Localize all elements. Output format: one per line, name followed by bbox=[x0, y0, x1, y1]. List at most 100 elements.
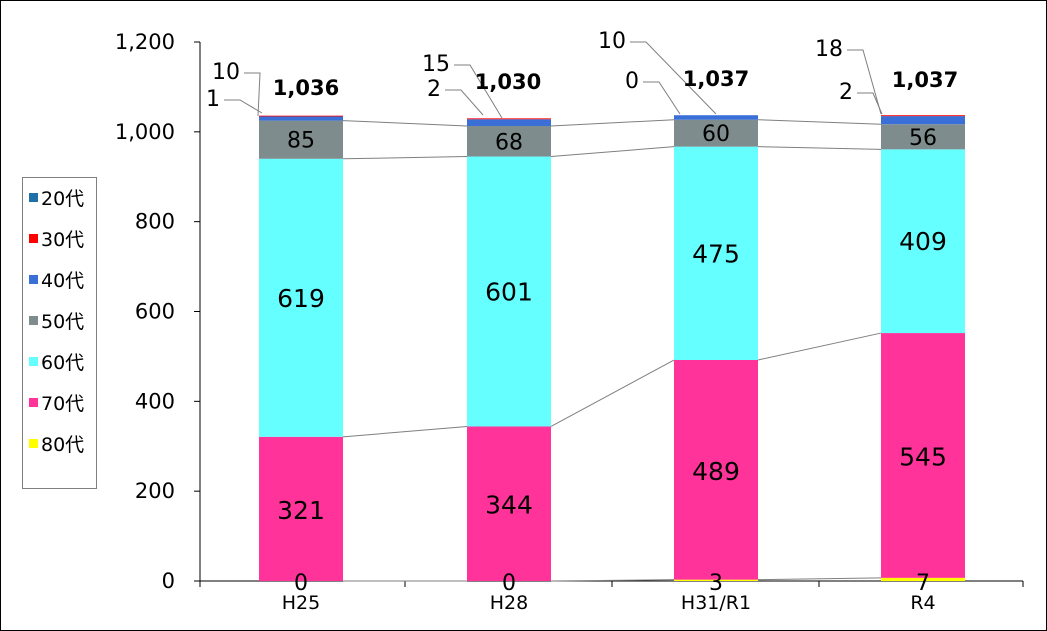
data-label: 1 bbox=[206, 87, 220, 112]
bar-segment bbox=[881, 115, 965, 117]
leader-line bbox=[224, 99, 263, 114]
series-line bbox=[757, 146, 882, 150]
data-label: 619 bbox=[277, 284, 325, 313]
total-label: 1,037 bbox=[683, 67, 749, 91]
data-label: 7 bbox=[916, 571, 930, 596]
x-tick-label: R4 bbox=[910, 592, 935, 614]
legend-item: 70代 bbox=[29, 389, 84, 415]
x-tick-label: H25 bbox=[282, 592, 320, 614]
data-label: 0 bbox=[294, 571, 308, 596]
total-label: 1,030 bbox=[475, 70, 541, 94]
x-tick-label: H31/R1 bbox=[681, 592, 751, 614]
legend-swatch bbox=[29, 356, 38, 366]
legend-label: 80代 bbox=[41, 433, 85, 456]
data-label: 2 bbox=[839, 80, 853, 105]
legend-label: 70代 bbox=[41, 392, 85, 415]
data-label: 18 bbox=[815, 37, 843, 62]
bar-segment bbox=[259, 120, 343, 159]
y-tick-label: 400 bbox=[135, 389, 175, 413]
leader-line bbox=[857, 92, 883, 115]
series-line bbox=[757, 332, 882, 361]
legend-swatch bbox=[29, 274, 38, 284]
bar-segment bbox=[674, 360, 758, 580]
legend-item: 80代 bbox=[29, 430, 84, 456]
data-label: 475 bbox=[692, 239, 740, 268]
legend-label: 30代 bbox=[41, 228, 85, 251]
bar-segment bbox=[881, 116, 965, 125]
series-line bbox=[550, 579, 675, 582]
legend-swatch bbox=[29, 315, 38, 325]
legend-item: 40代 bbox=[29, 266, 84, 292]
legend: 20代 30代 40代 50代 60代 70代 80代 bbox=[22, 177, 97, 489]
bar-segment bbox=[881, 124, 965, 150]
legend-swatch bbox=[29, 192, 38, 202]
leader-line bbox=[445, 89, 484, 116]
series-line bbox=[342, 156, 468, 160]
series-line bbox=[342, 425, 468, 438]
legend-label: 20代 bbox=[41, 187, 85, 210]
data-label: 2 bbox=[427, 77, 441, 102]
total-label: 1,036 bbox=[273, 76, 339, 100]
bar-segment bbox=[259, 436, 343, 581]
data-label: 321 bbox=[277, 496, 325, 525]
legend-label: 50代 bbox=[41, 310, 85, 333]
legend-swatch bbox=[29, 397, 38, 407]
legend-item: 50代 bbox=[29, 307, 84, 333]
y-tick-label: 0 bbox=[162, 569, 175, 593]
x-tick-label: H28 bbox=[490, 592, 528, 614]
series-line bbox=[757, 577, 882, 581]
data-label: 10 bbox=[598, 29, 626, 54]
data-label: 489 bbox=[692, 457, 740, 486]
data-label: 545 bbox=[899, 442, 947, 471]
legend-item: 60代 bbox=[29, 348, 84, 374]
y-tick-label: 800 bbox=[135, 210, 175, 234]
data-label: 601 bbox=[485, 278, 533, 307]
leader-line bbox=[454, 64, 503, 119]
bar-segment bbox=[259, 115, 343, 117]
data-label: 68 bbox=[495, 130, 523, 155]
bar-segment bbox=[881, 577, 965, 581]
series-line bbox=[550, 359, 675, 427]
bar-segment bbox=[674, 119, 758, 147]
data-label: 0 bbox=[502, 571, 516, 596]
bar-segment bbox=[467, 119, 551, 126]
series-line bbox=[342, 120, 468, 127]
bar-segment bbox=[467, 156, 551, 427]
leader-line bbox=[847, 49, 882, 115]
bar-segment bbox=[259, 116, 343, 121]
leader-line bbox=[630, 41, 717, 115]
legend-label: 40代 bbox=[41, 269, 85, 292]
y-tick-label: 600 bbox=[135, 300, 175, 324]
total-label: 1,037 bbox=[892, 68, 958, 92]
series-line bbox=[550, 146, 675, 158]
y-tick-label: 200 bbox=[135, 479, 175, 503]
legend-swatch bbox=[29, 438, 38, 448]
bar-segment bbox=[674, 579, 758, 581]
data-label: 15 bbox=[422, 52, 450, 77]
bar-segment bbox=[467, 426, 551, 581]
data-label: 344 bbox=[485, 491, 533, 520]
leader-line bbox=[244, 72, 261, 117]
y-tick-label: 1,200 bbox=[115, 30, 175, 54]
bar-segment bbox=[881, 149, 965, 334]
bar-segment bbox=[467, 125, 551, 157]
data-label: 60 bbox=[702, 122, 730, 147]
legend-label: 60代 bbox=[41, 351, 85, 374]
bar-segment bbox=[467, 118, 551, 120]
bar-segment bbox=[259, 158, 343, 437]
data-label: 3 bbox=[709, 571, 723, 596]
bar-segment bbox=[674, 146, 758, 361]
y-tick-label: 1,000 bbox=[115, 120, 175, 144]
data-label: 409 bbox=[899, 227, 947, 256]
series-line bbox=[550, 119, 675, 127]
data-label: 0 bbox=[625, 69, 639, 94]
legend-item: 30代 bbox=[29, 225, 84, 251]
data-label: 10 bbox=[212, 60, 240, 85]
series-line bbox=[757, 119, 882, 125]
bar-segment bbox=[881, 333, 965, 578]
data-label: 85 bbox=[287, 129, 315, 154]
legend-item: 20代 bbox=[29, 184, 84, 210]
legend-swatch bbox=[29, 233, 38, 243]
leader-line bbox=[643, 81, 681, 115]
